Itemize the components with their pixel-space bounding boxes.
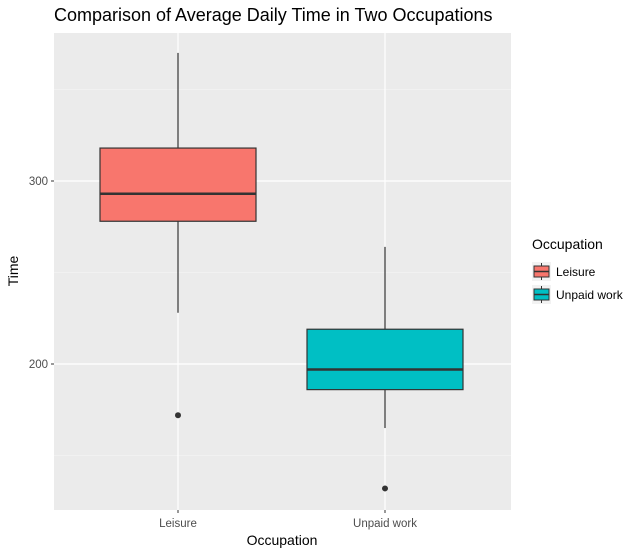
- x-tick-label: Unpaid work: [353, 518, 417, 530]
- y-axis-title: Time: [5, 255, 21, 286]
- leisure-outlier-point: [175, 412, 181, 419]
- chart-title: Comparison of Average Daily Time in Two …: [54, 5, 493, 25]
- legend-label-unpaid-work: Unpaid work: [556, 288, 624, 302]
- unpaid-work-box: [306, 328, 464, 391]
- y-tick-label: 300: [29, 176, 48, 188]
- legend: Occupation Leisure Unpaid work: [532, 236, 624, 304]
- x-tick-label: Leisure: [159, 518, 197, 530]
- legend-title: Occupation: [532, 236, 603, 252]
- leisure-box: [99, 147, 257, 222]
- axis-ticks: 200 300 Leisure Unpaid work: [29, 176, 417, 530]
- y-tick-label: 200: [29, 359, 48, 371]
- unpaid-work-outlier-point: [382, 485, 388, 492]
- legend-label-leisure: Leisure: [556, 265, 596, 279]
- x-axis-title: Occupation: [247, 532, 318, 548]
- box-series: [99, 52, 464, 492]
- plot-panel: [54, 33, 511, 510]
